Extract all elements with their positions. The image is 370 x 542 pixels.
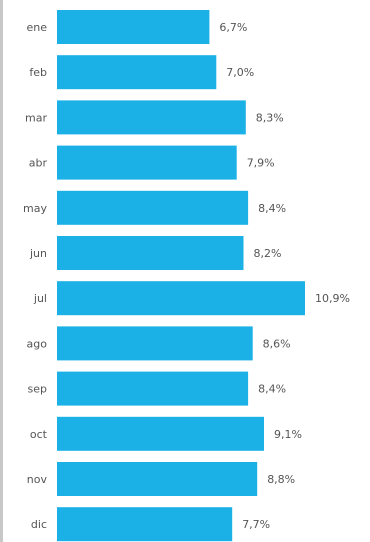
bar-nov <box>57 462 258 496</box>
category-label-may: may <box>23 202 47 215</box>
category-label-jul: jul <box>33 292 47 305</box>
bar-jun <box>57 236 244 270</box>
bar-jul <box>57 281 305 316</box>
value-label-feb: 7,0% <box>226 66 254 79</box>
value-label-dic: 7,7% <box>242 518 270 531</box>
value-labels: 6,7% 7,0% 8,3% 7,9% 8,4% 8,2% 10,9% 8,6% 8,4% 9,1… <box>219 21 350 531</box>
category-label-oct: oct <box>30 428 48 441</box>
value-label-ene: 6,7% <box>219 21 247 34</box>
bar-feb <box>57 55 217 90</box>
category-label-sep: sep <box>28 383 47 396</box>
category-labels: ene feb mar abr may jun jul ago sep oct nov dic <box>23 21 48 531</box>
value-label-abr: 7,9% <box>247 157 275 170</box>
bar-sep <box>57 371 249 406</box>
category-label-jun: jun <box>29 247 47 260</box>
bar-mar <box>57 100 246 135</box>
value-label-jul: 10,9% <box>315 292 350 305</box>
bar-ago <box>57 326 253 361</box>
category-label-abr: abr <box>29 157 48 170</box>
value-label-ago: 8,6% <box>263 337 291 350</box>
value-label-nov: 8,8% <box>267 473 295 486</box>
bar-may <box>57 190 249 225</box>
bar-dic <box>57 507 233 542</box>
value-label-may: 8,4% <box>258 202 286 215</box>
category-label-nov: nov <box>27 473 48 486</box>
bar-oct <box>57 416 264 451</box>
chart-left-border <box>0 0 3 542</box>
value-label-sep: 8,4% <box>258 383 286 396</box>
bar-abr <box>57 145 237 180</box>
value-label-mar: 8,3% <box>256 111 284 124</box>
category-label-dic: dic <box>31 518 47 531</box>
value-label-oct: 9,1% <box>274 428 302 441</box>
bar-ene <box>57 10 210 44</box>
category-label-ene: ene <box>26 21 47 34</box>
category-label-ago: ago <box>27 337 48 350</box>
bars-group <box>57 10 305 542</box>
category-label-feb: feb <box>29 66 47 79</box>
category-label-mar: mar <box>25 111 47 124</box>
value-label-jun: 8,2% <box>254 247 282 260</box>
